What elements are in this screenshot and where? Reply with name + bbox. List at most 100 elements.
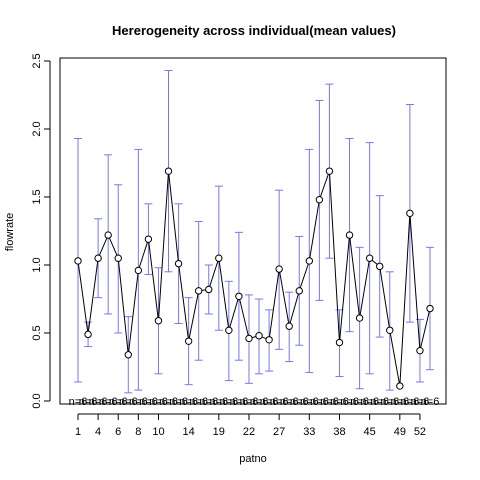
data-point: [164, 167, 173, 175]
data-point: [275, 265, 283, 273]
x-tick-label: 14: [183, 426, 195, 438]
n-label: n=6: [421, 396, 440, 408]
n-label: n=6: [79, 396, 98, 408]
data-point: [194, 287, 203, 295]
n-label: n=6: [230, 396, 249, 408]
n-label: n=6: [280, 396, 299, 408]
n-label: n=6: [169, 396, 188, 408]
n-label: n=6: [350, 396, 369, 408]
n-label: n=6: [139, 396, 158, 408]
data-point: [215, 254, 223, 262]
data-point: [345, 231, 354, 239]
chart-title: Hererogeneity across individual(mean val…: [112, 23, 396, 38]
n-label: n=6: [129, 396, 148, 408]
data-point: [84, 330, 92, 339]
n-label: n=6: [99, 396, 118, 408]
n-label: n=6: [370, 396, 389, 408]
n-label: n=6: [290, 396, 309, 408]
n-label: n=6: [119, 396, 138, 408]
x-tick-label: 49: [394, 426, 406, 438]
data-point: [114, 254, 122, 262]
data-point: [315, 196, 324, 204]
n-label: n=6: [179, 396, 198, 408]
x-tick-label: 4: [95, 426, 101, 438]
n-label: n=6: [209, 396, 228, 408]
data-point: [184, 337, 193, 345]
x-axis: 1 4 6 8 10 14 19 22 27 33 38 45 49 52: [75, 413, 426, 438]
x-tick-label: 52: [414, 426, 426, 438]
data-point: [285, 322, 293, 330]
n-label: n=6: [310, 396, 329, 408]
n-label: n=6: [189, 396, 208, 408]
x-tick-label: 1: [75, 426, 81, 438]
n-label: n=6: [149, 396, 168, 408]
data-point: [255, 332, 263, 340]
x-tick-label: 6: [115, 426, 121, 438]
n-label: n=6: [89, 396, 108, 408]
y-tick-label: 0.0: [31, 393, 43, 408]
n-label: n=6: [69, 396, 88, 408]
y-axis-label: flowrate: [4, 213, 16, 252]
data-point: [355, 314, 364, 322]
y-tick-label: 1.5: [31, 189, 43, 204]
data-point: [154, 317, 163, 325]
data-point: [134, 266, 143, 275]
data-point: [426, 304, 434, 313]
n-label: n=6: [330, 396, 349, 408]
mean-series: [74, 167, 434, 390]
data-point: [74, 257, 82, 265]
x-tick-label: 38: [333, 426, 345, 438]
n-label: n=6: [109, 396, 128, 408]
n-label: n=6: [159, 396, 178, 408]
n-label: n=6: [240, 396, 259, 408]
data-point: [205, 285, 213, 294]
data-point: [245, 334, 253, 343]
data-point: [365, 254, 374, 262]
y-tick-label: 0.5: [31, 325, 43, 340]
x-tick-label: 10: [152, 426, 164, 438]
data-point: [225, 326, 233, 334]
data-point: [325, 167, 334, 175]
data-point: [295, 287, 303, 295]
n-label: n=6: [380, 396, 399, 408]
data-point: [124, 351, 132, 359]
data-point: [235, 292, 243, 300]
data-point: [376, 262, 384, 271]
data-point: [174, 259, 183, 268]
x-tick-label: 22: [243, 426, 255, 438]
n-label: n=6: [260, 396, 279, 408]
data-point: [265, 336, 273, 344]
data-point: [94, 254, 102, 262]
data-point: [386, 326, 394, 334]
n-label: n=6: [340, 396, 359, 408]
data-point: [305, 257, 314, 265]
x-tick-label: 27: [273, 426, 285, 438]
n-label: n=6: [390, 396, 409, 408]
data-point: [406, 209, 414, 218]
x-tick-label: 19: [213, 426, 225, 438]
data-point: [396, 382, 404, 390]
n-label: n=6: [270, 396, 289, 408]
n-label: n=6: [360, 396, 379, 408]
data-point: [104, 231, 112, 239]
x-axis-label: patno: [239, 453, 267, 465]
n-label: n=6: [250, 396, 269, 408]
data-point: [416, 346, 424, 355]
n-label: n=6: [199, 396, 218, 408]
n-label: n=6: [220, 396, 239, 408]
x-tick-label: 8: [135, 426, 141, 438]
y-tick-label: 2.0: [31, 121, 43, 136]
y-tick-label: 2.5: [31, 53, 43, 68]
y-axis: 0.0 0.5 1.0 1.5 2.0 2.5: [31, 53, 51, 409]
n-label: n=6: [401, 396, 420, 408]
x-tick-label: 33: [303, 426, 315, 438]
sample-size-labels: n=6n=6n=6n=6n=6n=6n=6n=6n=6n=6n=6n=6n=6n…: [69, 396, 440, 408]
y-tick-label: 1.0: [31, 257, 43, 272]
plot-frame: [59, 57, 447, 405]
data-point: [144, 235, 153, 243]
n-label: n=6: [300, 396, 319, 408]
n-label: n=6: [320, 396, 339, 408]
n-label: n=6: [411, 396, 430, 408]
data-point: [335, 338, 344, 347]
